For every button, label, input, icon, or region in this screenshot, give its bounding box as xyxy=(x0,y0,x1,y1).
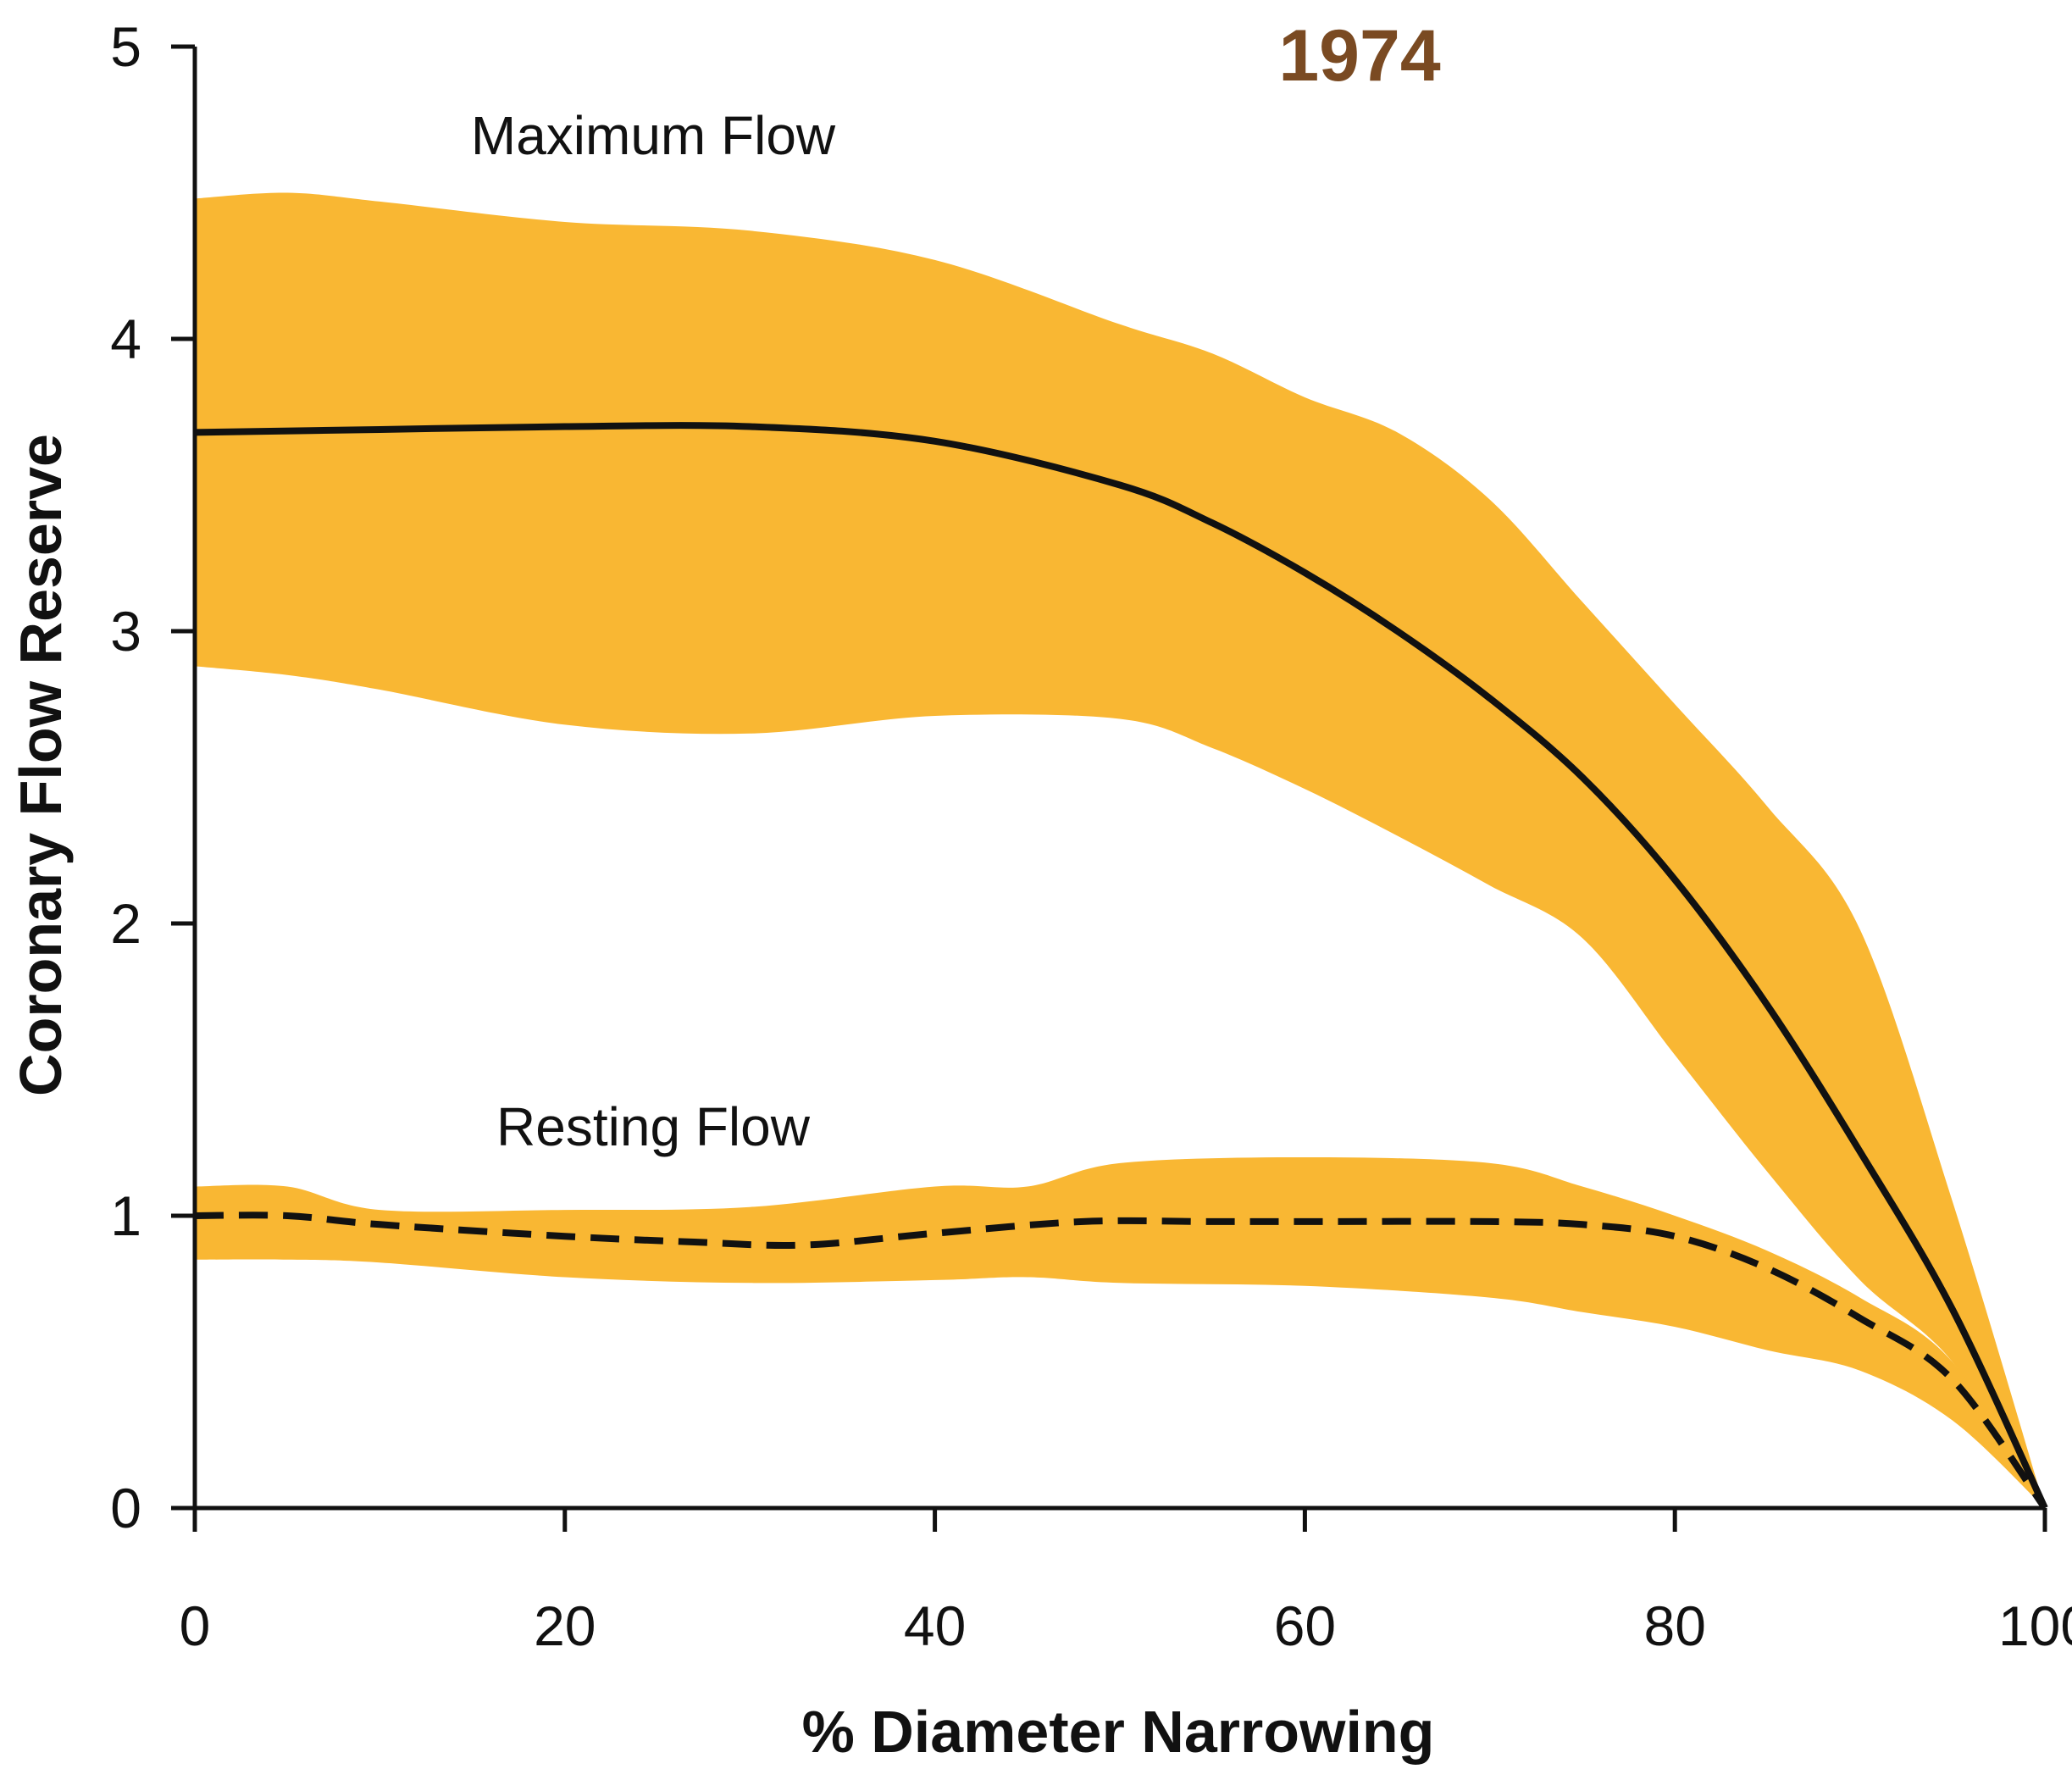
resting-flow-line xyxy=(194,1212,2048,1511)
y-tick-label-4: 4 xyxy=(110,308,141,370)
axes xyxy=(171,47,2045,1532)
resting-flow-band xyxy=(195,1157,2045,1508)
series-lines xyxy=(194,422,2048,1511)
y-tick-label-3: 3 xyxy=(110,600,141,663)
y-tick-label-1: 1 xyxy=(110,1184,141,1247)
tick-marks xyxy=(171,44,2047,1532)
y-tick-label-5: 5 xyxy=(110,15,141,78)
x-tick-label-40: 40 xyxy=(904,1594,966,1657)
confidence-bands xyxy=(195,192,2045,1508)
y-axis-title: Coronary Flow Reserve xyxy=(8,434,74,1096)
x-axis-title: % Diameter Narrowing xyxy=(802,1699,1435,1765)
series-label-resting-flow: Resting Flow xyxy=(496,1096,811,1157)
y-tick-label-0: 0 xyxy=(110,1477,141,1539)
maximum-flow-line xyxy=(194,422,2048,1510)
series-label-maximum-flow: Maximum Flow xyxy=(471,105,836,166)
tick-labels: 0 20 40 60 80 100 0 1 2 3 4 5 xyxy=(110,15,2072,1657)
x-tick-label-20: 20 xyxy=(534,1594,596,1657)
x-tick-label-60: 60 xyxy=(1274,1594,1336,1657)
x-tick-label-0: 0 xyxy=(180,1594,211,1657)
x-tick-label-80: 80 xyxy=(1643,1594,1705,1657)
maximum-flow-band xyxy=(195,192,2045,1508)
x-tick-label-100: 100 xyxy=(1998,1594,2072,1657)
chart-title: 1974 xyxy=(1278,15,1440,97)
y-tick-label-2: 2 xyxy=(110,892,141,955)
